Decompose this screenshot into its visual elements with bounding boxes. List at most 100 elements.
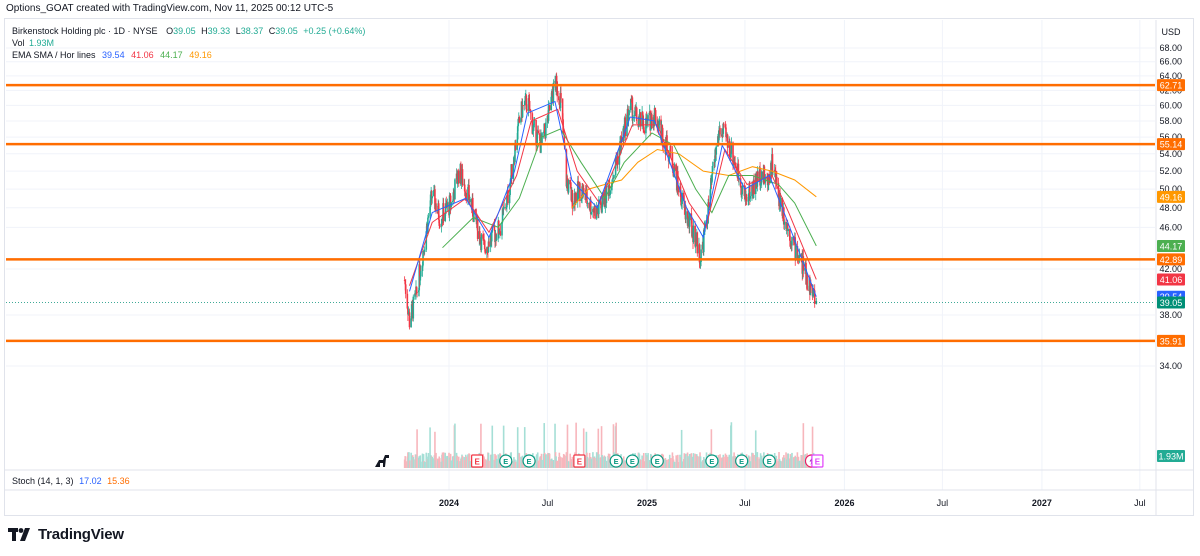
volume-bar <box>601 456 604 468</box>
candle-body <box>430 190 433 199</box>
candle-body <box>412 296 415 319</box>
candle-body <box>565 149 568 187</box>
candle-body <box>520 118 522 123</box>
candle-body <box>555 75 557 91</box>
candle-body <box>733 158 735 165</box>
volume-bar <box>537 460 540 468</box>
dividend-icon[interactable] <box>735 454 749 468</box>
tradingview-logo-text: TradingView <box>38 526 124 543</box>
candle-body <box>442 203 445 222</box>
candle-body <box>696 232 699 254</box>
candle-body <box>444 203 447 214</box>
dinosaur-icon[interactable] <box>375 455 389 467</box>
candle-body <box>632 115 634 121</box>
candle-body <box>660 126 663 140</box>
candle-body <box>465 192 468 201</box>
dividend-icon[interactable] <box>499 454 513 468</box>
candle-body <box>506 195 508 208</box>
candle-body <box>724 124 727 128</box>
attribution-bar: Options_GOAT created with TradingView.co… <box>0 0 1200 18</box>
volume-bar <box>582 428 585 468</box>
tradingview-logo-icon <box>8 527 30 541</box>
candle-body <box>421 265 424 272</box>
candle-body <box>599 199 602 205</box>
ema-value-blue: 39.54 <box>102 50 125 60</box>
time-tick-label: Jul <box>937 498 949 508</box>
currency-label: USD <box>1161 27 1181 37</box>
volume-bar <box>620 461 623 468</box>
ema-legend-row[interactable]: EMA SMA / Hor lines 39.54 41.06 44.17 49… <box>12 50 212 60</box>
candle-body <box>609 190 612 195</box>
candle-body <box>560 93 562 99</box>
volume-bar <box>710 429 713 468</box>
dividend-icon[interactable] <box>650 454 664 468</box>
dividend-icon[interactable] <box>705 454 719 468</box>
ema-blue-line <box>409 100 817 297</box>
dividend-icon[interactable] <box>625 454 639 468</box>
symbol-legend-row[interactable]: Birkenstock Holding plc · 1D · NYSE O39.… <box>12 26 365 36</box>
earnings-icon[interactable] <box>573 454 586 468</box>
candle-body <box>751 185 754 189</box>
dividend-icon-letter: E <box>655 457 660 466</box>
candle-body <box>611 182 613 191</box>
candle-body <box>559 93 562 108</box>
candle-body <box>635 107 638 121</box>
volume-legend-row[interactable]: Vol 1.93M <box>12 38 54 48</box>
dividend-icon-letter: E <box>630 457 635 466</box>
volume-bar <box>427 453 430 468</box>
volume-bar <box>754 430 757 468</box>
dividend-icon[interactable] <box>609 454 623 468</box>
candle-body <box>658 119 661 125</box>
candle-body <box>482 238 485 241</box>
candle-body <box>522 105 524 107</box>
volume-bar <box>461 455 464 468</box>
volume-bar <box>545 454 547 468</box>
stoch-legend[interactable]: Stoch (14, 1, 3) 17.02 15.36 <box>12 476 130 486</box>
price-axis-label[interactable] <box>1157 296 1185 309</box>
volume-bar <box>439 458 441 468</box>
price-axis-label[interactable] <box>1157 273 1185 286</box>
price-tick-label: 68.00 <box>1159 43 1182 53</box>
price-axis-label[interactable] <box>1157 334 1185 347</box>
volume-bar <box>441 452 444 468</box>
volume-bar <box>518 453 521 468</box>
candle-body <box>749 196 752 199</box>
price-axis-label[interactable] <box>1157 239 1185 252</box>
candle-body <box>539 133 541 142</box>
volume-bar <box>566 424 569 468</box>
volume-bar <box>454 423 456 468</box>
candle-body <box>488 241 490 247</box>
volume-bar <box>457 456 460 468</box>
price-axis-label[interactable] <box>1157 253 1185 266</box>
price-axis-label[interactable] <box>1157 138 1185 151</box>
stoch-k-value: 17.02 <box>79 476 102 486</box>
price-axis-label[interactable] <box>1157 79 1185 92</box>
candle-body <box>569 184 572 189</box>
candle-body <box>484 249 487 254</box>
price-chart[interactable]: USD68.0066.0064.0062.0060.0058.0056.0054… <box>0 0 1200 516</box>
candle-body <box>518 117 521 123</box>
volume-bar <box>759 453 762 468</box>
candle-body <box>438 219 441 226</box>
candle-body <box>771 154 774 173</box>
candle-body <box>508 195 511 204</box>
volume-bar <box>605 460 608 468</box>
candle-body <box>785 224 788 229</box>
volume-bar <box>776 458 778 468</box>
price-axis-label[interactable] <box>1157 190 1185 203</box>
dividend-icon[interactable] <box>522 454 536 468</box>
time-tick-label: Jul <box>1134 498 1146 508</box>
candle-body <box>507 189 509 204</box>
candle-body <box>638 120 640 128</box>
candle-body <box>433 189 435 197</box>
tradingview-logo[interactable]: TradingView <box>8 526 124 543</box>
earnings-icon[interactable] <box>471 454 484 468</box>
candle-body <box>766 178 769 186</box>
earnings-icon[interactable] <box>811 454 824 468</box>
candle-body <box>725 127 727 137</box>
candle-body <box>571 190 574 209</box>
ohlc-close: 39.05 <box>275 26 298 36</box>
dividend-icon[interactable] <box>762 454 776 468</box>
candle-body <box>514 143 517 150</box>
volume-bar <box>783 457 786 468</box>
